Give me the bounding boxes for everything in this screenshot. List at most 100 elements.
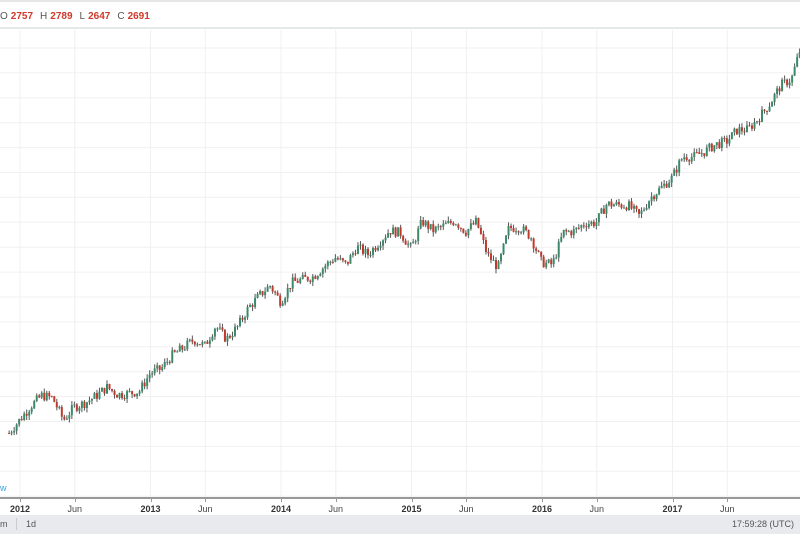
candle-body	[45, 392, 48, 401]
candle-body	[13, 430, 16, 433]
candle-body	[359, 244, 362, 246]
candle-body	[346, 261, 349, 264]
candle-body	[510, 225, 513, 228]
candle-body	[241, 317, 244, 320]
candle-body	[166, 361, 169, 363]
candle-body	[500, 254, 503, 262]
candle-body	[695, 152, 698, 154]
candle-body	[738, 127, 741, 135]
candle-body	[374, 247, 377, 251]
candle-body	[577, 227, 580, 229]
candle-body	[522, 226, 525, 233]
candle-body	[126, 391, 129, 399]
candle-body	[532, 238, 535, 249]
candle-body	[399, 227, 402, 236]
candle-body	[301, 274, 304, 279]
candle-body	[397, 227, 400, 237]
candle-body	[103, 387, 106, 394]
candle-body	[582, 225, 585, 227]
candle-body	[291, 277, 294, 289]
candle-body	[612, 204, 615, 207]
candle-body	[723, 138, 726, 140]
candle-body	[743, 131, 746, 133]
candle-body	[324, 266, 327, 269]
candle-body	[763, 109, 766, 111]
toolbar-divider	[16, 518, 17, 530]
candle-body	[63, 416, 66, 420]
candle-body	[771, 102, 774, 107]
candle-body	[163, 361, 166, 368]
candle-body	[685, 157, 688, 161]
candle-body	[309, 280, 312, 282]
candle-body	[735, 128, 738, 135]
price-chart[interactable]	[0, 0, 800, 497]
candle-body	[645, 207, 648, 210]
candle-body	[356, 245, 359, 254]
candle-body	[700, 153, 703, 155]
candle-body	[106, 383, 108, 394]
tick-mark	[335, 499, 337, 502]
candle-body	[402, 235, 405, 241]
candle-body	[113, 390, 116, 396]
candle-body	[602, 208, 605, 214]
candle-body	[713, 145, 716, 152]
candle-body	[394, 227, 397, 237]
candle-body	[650, 196, 653, 202]
time-axis[interactable]: 2012 Jun 2013 Jun 2014 Jun 2015 Jun 2016 Jun 2017 J…	[0, 497, 800, 515]
candle-body	[547, 259, 550, 263]
candle-body	[351, 253, 354, 256]
candle-body	[502, 243, 505, 255]
tick-mark	[74, 499, 76, 502]
candle-body	[193, 341, 196, 345]
interval-button[interactable]: 1d	[26, 519, 37, 529]
candle-body	[755, 121, 758, 123]
candle-body	[18, 418, 21, 425]
candle-body	[141, 382, 144, 392]
candle-body	[83, 401, 86, 408]
candle-body	[462, 228, 465, 233]
candle-body	[186, 340, 189, 350]
candle-body	[289, 287, 292, 289]
candle-body	[281, 303, 284, 306]
candle-body	[30, 408, 33, 412]
range-button[interactable]: m	[0, 519, 8, 529]
candle-body	[439, 226, 442, 228]
candle-body	[377, 247, 380, 251]
candle-body	[590, 221, 593, 225]
candle-body	[286, 287, 289, 299]
candle-body	[793, 66, 796, 76]
candle-body	[8, 433, 11, 434]
candle-body	[336, 258, 339, 260]
candle-body	[311, 276, 314, 282]
x-tick-label: 2017	[662, 504, 683, 514]
candle-body	[607, 201, 610, 205]
candle-body	[412, 242, 415, 244]
tick-mark	[20, 499, 21, 502]
candle-body	[783, 79, 786, 81]
close-label: C	[117, 11, 125, 22]
candle-body	[299, 278, 302, 283]
candle-body	[223, 329, 226, 342]
watermark-link[interactable]: w	[0, 483, 7, 493]
candle-body	[750, 125, 753, 129]
candle-body	[675, 169, 678, 173]
candle-body	[196, 344, 199, 346]
tick-mark	[466, 499, 468, 502]
candle-body	[316, 275, 319, 279]
candle-body	[615, 201, 618, 205]
candle-body	[791, 75, 794, 83]
candle-body	[379, 245, 382, 248]
candle-body	[35, 395, 38, 402]
candle-body	[70, 405, 73, 416]
candle-body	[778, 88, 781, 92]
candle-body	[55, 401, 58, 408]
candle-body	[710, 143, 713, 152]
candle-body	[648, 201, 651, 208]
candle-body	[668, 182, 671, 188]
candle-body	[151, 373, 154, 375]
candle-body	[213, 328, 216, 337]
candle-body	[449, 220, 452, 223]
candle-body	[221, 327, 224, 330]
candle-body	[251, 305, 254, 307]
candle-body	[382, 240, 385, 246]
